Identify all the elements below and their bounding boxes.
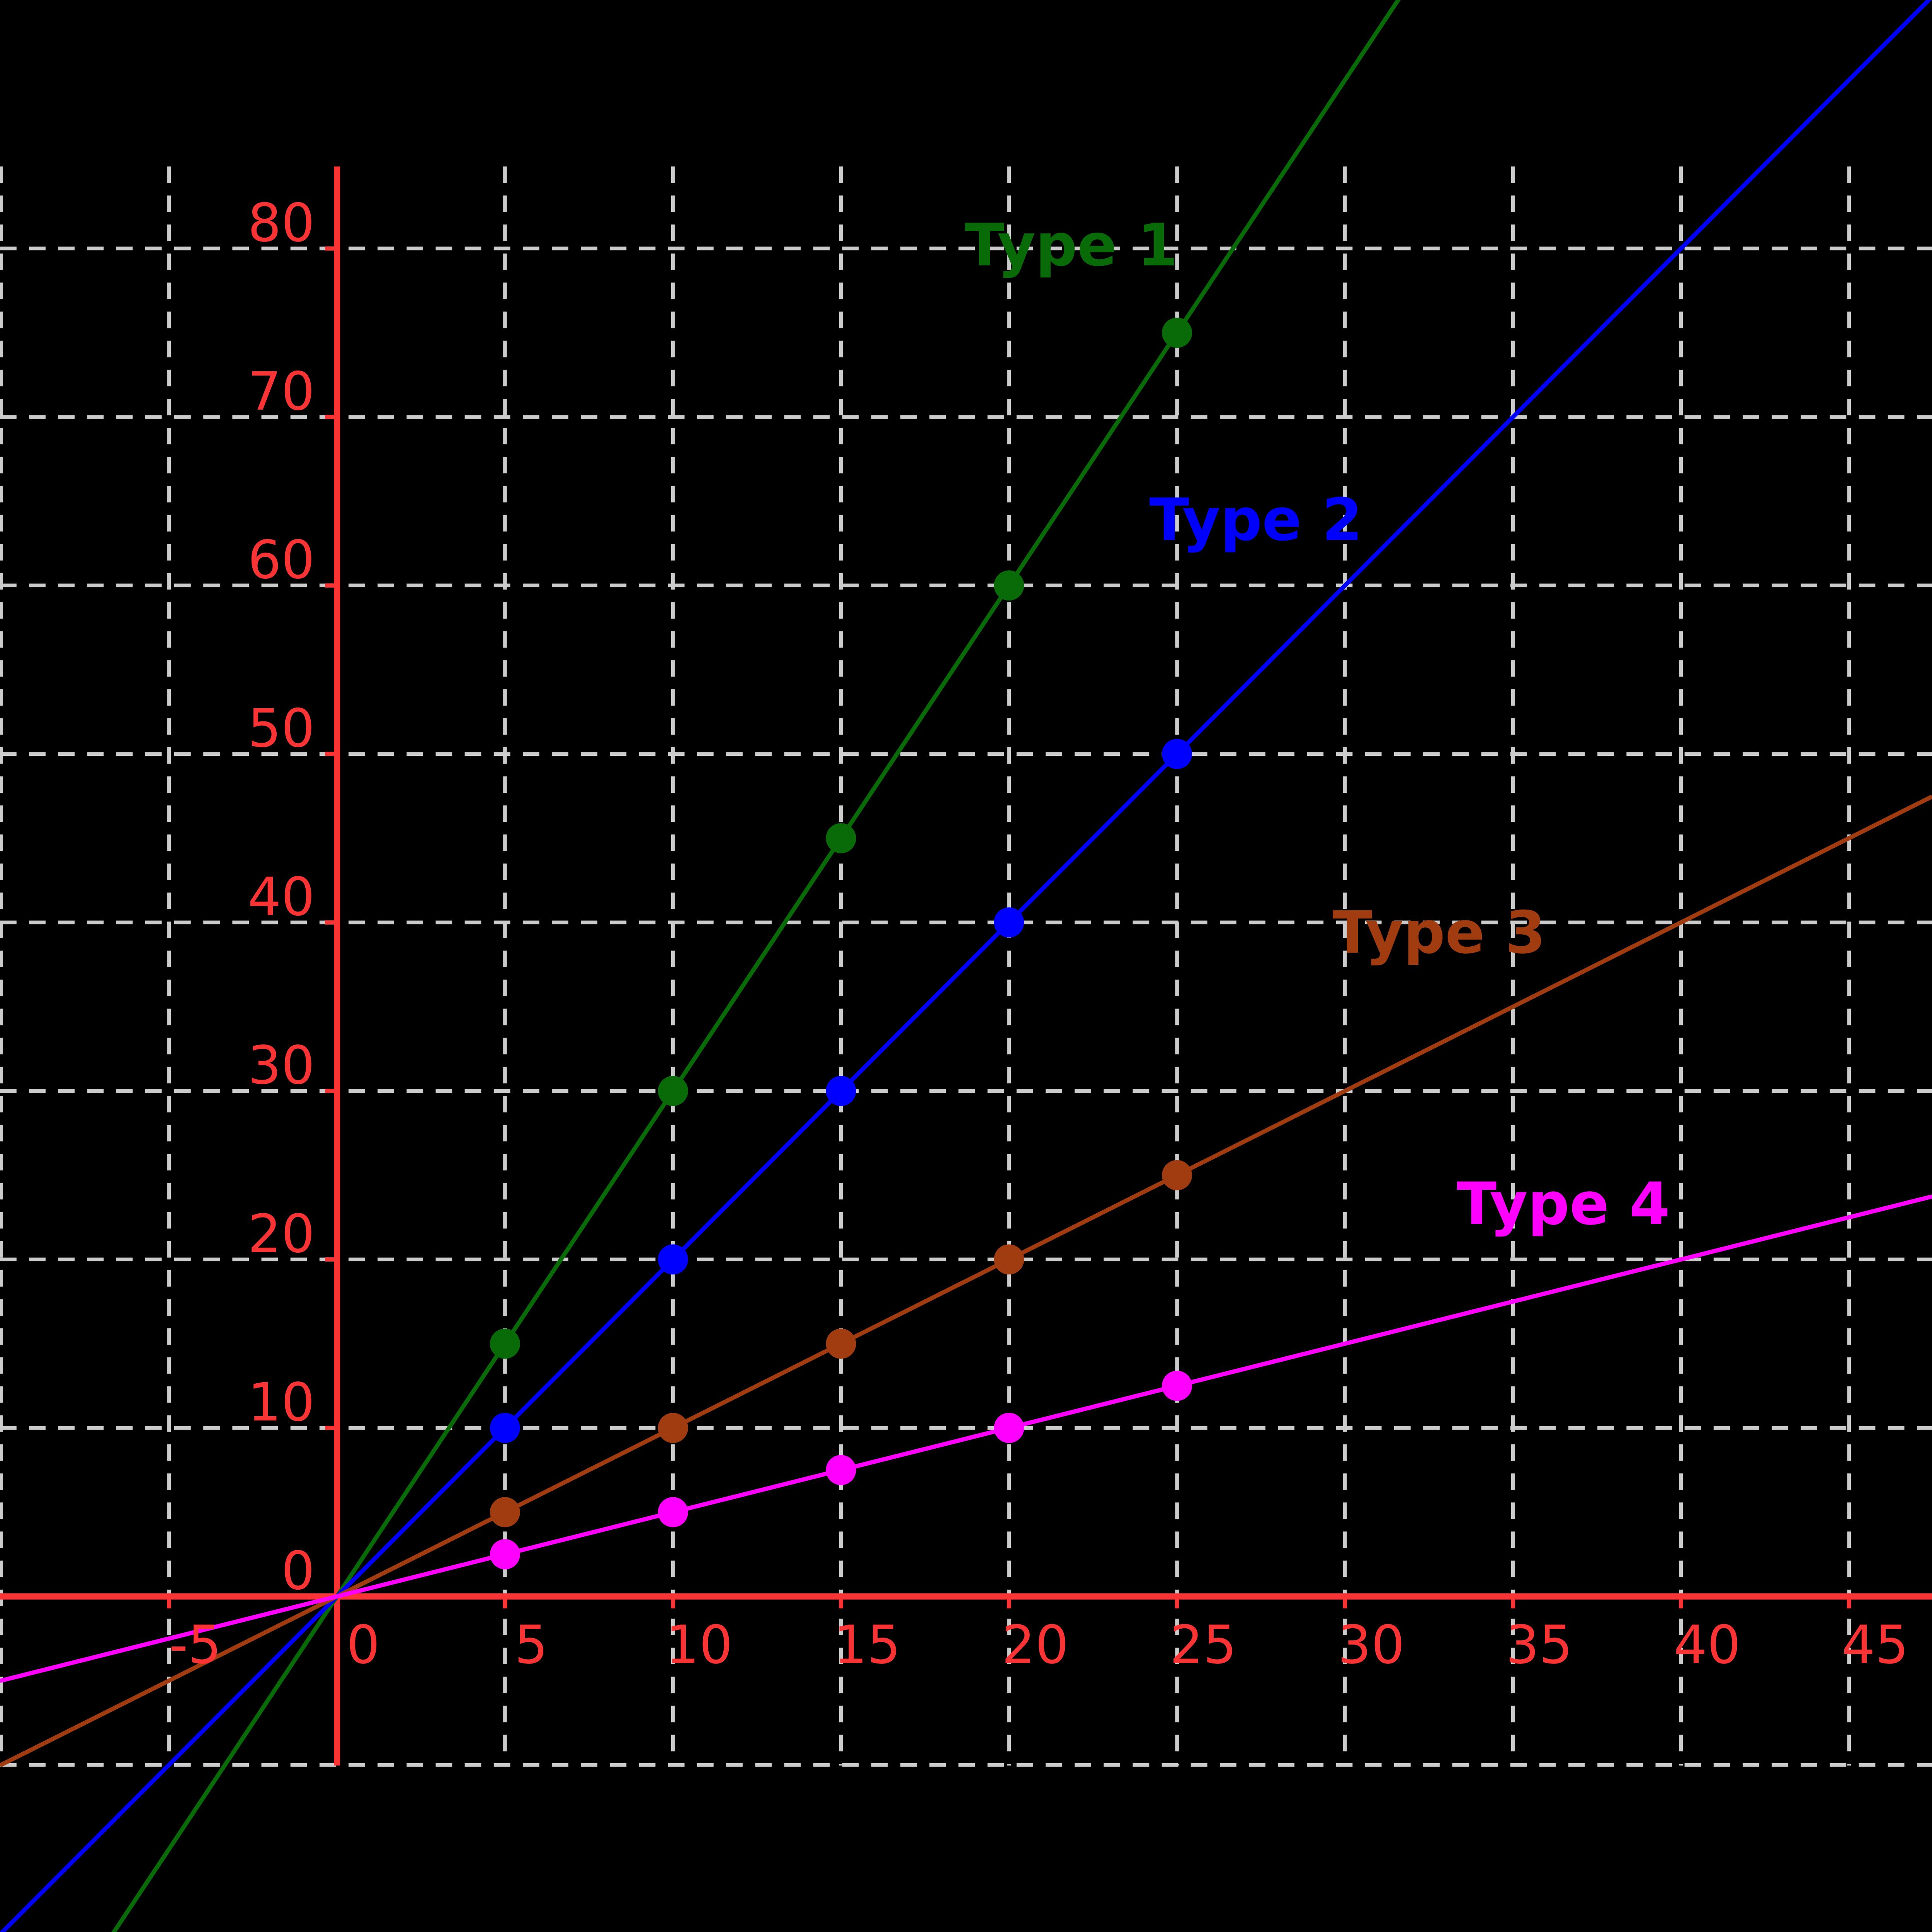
series-label-type-1: Type 1	[964, 211, 1178, 279]
x-tick-20	[1007, 1596, 1011, 1609]
x-tick-label-40: 40	[1673, 1614, 1740, 1676]
x-tick-label-35: 35	[1506, 1614, 1573, 1676]
x-tick-5	[503, 1596, 507, 1609]
point-type-3-x5	[490, 1497, 520, 1527]
point-type-2-x25	[1162, 739, 1192, 769]
point-type-4-x5	[490, 1539, 520, 1570]
x-tick-label-25: 25	[1170, 1614, 1236, 1676]
series-label-type-2: Type 2	[1150, 486, 1363, 554]
point-type-2-x10	[658, 1244, 688, 1275]
point-type-4-x15	[826, 1455, 856, 1485]
series-points-layer	[490, 318, 1192, 1570]
point-type-1-x25	[1162, 318, 1192, 348]
y-tick-10	[325, 1425, 337, 1430]
x-tick-label--5: -5	[169, 1614, 221, 1676]
point-type-2-x20	[994, 907, 1024, 938]
y-tick-label-50: 50	[248, 698, 315, 759]
axes-layer	[0, 166, 1932, 1766]
point-type-1-x5	[490, 1328, 520, 1359]
x-tick-30	[1343, 1596, 1347, 1609]
series-line-type-3	[0, 794, 1932, 1767]
x-tick-label-0: 0	[347, 1614, 380, 1676]
x-tick-45	[1847, 1596, 1851, 1609]
y-tick-70	[325, 415, 337, 419]
x-tick-label-20: 20	[1002, 1614, 1068, 1676]
x-tick-40	[1679, 1596, 1683, 1609]
x-tick-15	[838, 1596, 844, 1609]
y-tick-label-30: 30	[248, 1035, 315, 1096]
y-tick-30	[325, 1088, 337, 1093]
x-tick-35	[1511, 1596, 1515, 1609]
x-tick-label-45: 45	[1842, 1614, 1908, 1676]
x-tick-label-5: 5	[514, 1614, 548, 1676]
y-tick-80	[325, 246, 337, 251]
point-type-3-x10	[658, 1413, 688, 1443]
tick-layer	[167, 246, 1851, 1609]
y-tick-50	[325, 752, 337, 756]
point-type-1-x20	[994, 570, 1024, 601]
y-tick-40	[325, 920, 337, 925]
point-type-3-x20	[994, 1244, 1024, 1275]
point-type-2-x5	[490, 1413, 520, 1443]
point-type-3-x25	[1162, 1160, 1192, 1190]
x-tick-label-30: 30	[1338, 1614, 1405, 1676]
x-tick-label-10: 10	[666, 1614, 733, 1676]
x-tick-10	[671, 1596, 675, 1609]
y-tick-label-60: 60	[248, 529, 315, 591]
point-type-4-x10	[658, 1497, 688, 1527]
point-type-4-x20	[994, 1413, 1024, 1443]
series-label-type-4: Type 4	[1457, 1170, 1670, 1238]
y-tick-label-20: 20	[248, 1203, 315, 1265]
tick-labels-layer: -5 0 5 10 15 20 25 30 35 40 45 0 10 20 30 40 50 60 70 80	[169, 192, 1909, 1676]
point-type-4-x25	[1162, 1371, 1192, 1401]
x-tick-25	[1175, 1596, 1179, 1609]
y-tick-20	[325, 1257, 337, 1262]
y-tick-label-40: 40	[248, 866, 315, 928]
grid-layer	[0, 166, 1932, 1767]
series-line-type-4	[0, 1194, 1932, 1683]
point-type-2-x15	[826, 1076, 856, 1106]
y-tick-label-10: 10	[248, 1372, 315, 1433]
y-tick-label-0: 0	[281, 1540, 315, 1602]
point-type-1-x15	[826, 823, 856, 854]
point-type-1-x10	[658, 1076, 688, 1106]
y-tick-label-80: 80	[248, 192, 315, 254]
series-labels-layer: Type 1 Type 2 Type 3 Type 4	[964, 211, 1670, 1238]
y-tick-60	[325, 583, 337, 588]
series-label-type-3: Type 3	[1332, 899, 1546, 967]
x-tick--5	[167, 1596, 171, 1609]
point-type-3-x15	[826, 1328, 856, 1359]
y-tick-label-70: 70	[248, 361, 315, 422]
x-tick-label-15: 15	[834, 1614, 901, 1676]
